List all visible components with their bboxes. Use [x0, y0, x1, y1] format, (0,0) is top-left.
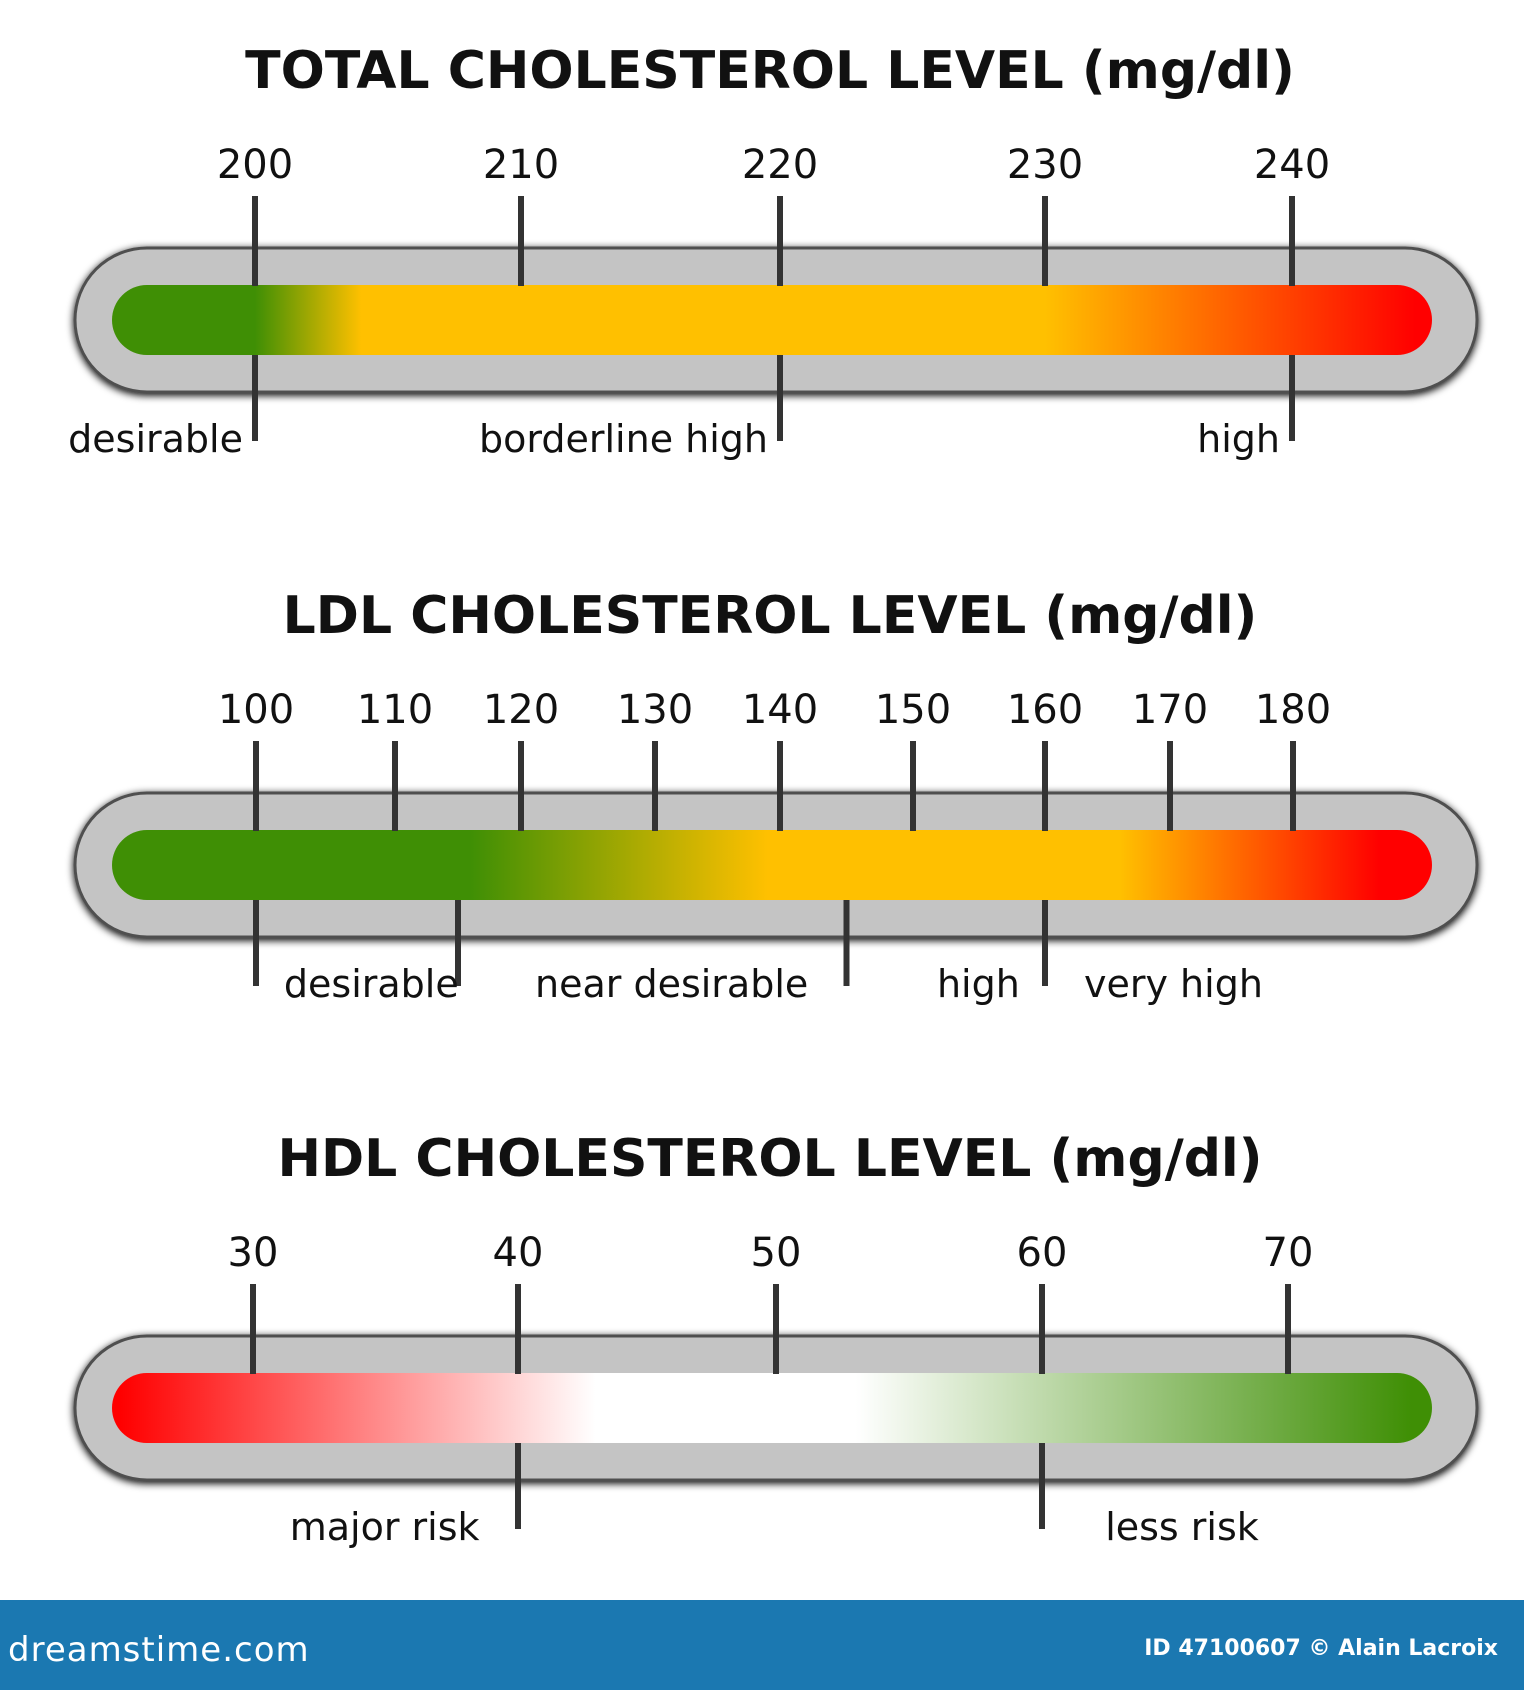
tick-label: 170 [1132, 687, 1208, 733]
tick-label: 220 [742, 142, 818, 188]
footer-bar: dreamstime.com ID 47100607 © Alain Lacro… [0, 1600, 1524, 1690]
tick-mark [773, 1284, 779, 1374]
zone-boundary [843, 900, 850, 986]
zone-boundary [1039, 1443, 1045, 1529]
gauge-title: TOTAL CHOLESTEROL LEVEL (mg/dl) [245, 41, 1295, 101]
zone-label: desirable [284, 962, 459, 1006]
zone-boundary [1289, 355, 1295, 441]
zone-label: less risk [1105, 1505, 1259, 1549]
tick-mark [518, 196, 524, 286]
tick-mark [1289, 196, 1295, 286]
gauge-gradient-bar [112, 1373, 1432, 1443]
tick-label: 110 [357, 687, 433, 733]
gauge-2: HDL CHOLESTEROL LEVEL (mg/dl) 30 40 50 60 70 m… [73, 1129, 1479, 1549]
tick-label: 210 [483, 142, 559, 188]
tick-mark [910, 741, 916, 831]
tick-mark [777, 196, 783, 286]
tick-label: 40 [493, 1230, 544, 1276]
tick-mark [250, 1284, 256, 1374]
gauge-0: TOTAL CHOLESTEROL LEVEL (mg/dl) 200 210 220… [68, 41, 1479, 461]
gauge-1: LDL CHOLESTEROL LEVEL (mg/dl) 100 110 120 13… [73, 586, 1479, 1006]
tick-mark [1039, 1284, 1045, 1374]
zone-boundary [777, 355, 783, 441]
zone-label: near desirable [535, 962, 808, 1006]
image-credit: ID 47100607 © Alain Lacroix [1144, 1636, 1498, 1661]
zone-label: high [1197, 417, 1280, 461]
brand-logo: dreamstime.com [8, 1630, 310, 1670]
zone-boundary [252, 355, 258, 441]
tick-label: 180 [1255, 687, 1331, 733]
tick-mark [252, 196, 258, 286]
tick-mark [518, 741, 524, 831]
tick-label: 120 [483, 687, 559, 733]
zone-boundary [253, 900, 259, 986]
gauge-gradient-bar [112, 285, 1432, 355]
tick-mark [1042, 196, 1048, 286]
tick-mark [515, 1284, 521, 1374]
tick-mark [1042, 741, 1048, 831]
tick-label: 140 [742, 687, 818, 733]
zone-boundary [455, 900, 461, 986]
zone-label: very high [1084, 962, 1263, 1006]
gauge-gradient-bar [112, 830, 1432, 900]
gauge-title: LDL CHOLESTEROL LEVEL (mg/dl) [283, 586, 1258, 646]
tick-mark [392, 741, 398, 831]
zone-boundary [1042, 900, 1048, 986]
tick-mark [1285, 1284, 1291, 1374]
tick-label: 30 [228, 1230, 279, 1276]
zone-label: high [937, 962, 1020, 1006]
gauge-title: HDL CHOLESTEROL LEVEL (mg/dl) [277, 1129, 1262, 1189]
tick-label: 240 [1254, 142, 1330, 188]
cholesterol-gauges: TOTAL CHOLESTEROL LEVEL (mg/dl) 200 210 220… [68, 41, 1479, 1549]
tick-label: 230 [1007, 142, 1083, 188]
tick-label: 50 [751, 1230, 802, 1276]
tick-mark [1290, 741, 1296, 831]
tick-label: 150 [875, 687, 951, 733]
zone-boundary [515, 1443, 521, 1529]
tick-label: 100 [218, 687, 294, 733]
tick-mark [1167, 741, 1173, 831]
tick-mark [253, 741, 259, 831]
tick-label: 60 [1017, 1230, 1068, 1276]
tick-label: 200 [217, 142, 293, 188]
tick-label: 70 [1263, 1230, 1314, 1276]
tick-mark [777, 741, 783, 831]
zone-label: major risk [290, 1505, 480, 1549]
zone-label: desirable [68, 417, 243, 461]
tick-label: 160 [1007, 687, 1083, 733]
zone-label: borderline high [479, 417, 768, 461]
tick-mark [652, 741, 658, 831]
tick-label: 130 [617, 687, 693, 733]
